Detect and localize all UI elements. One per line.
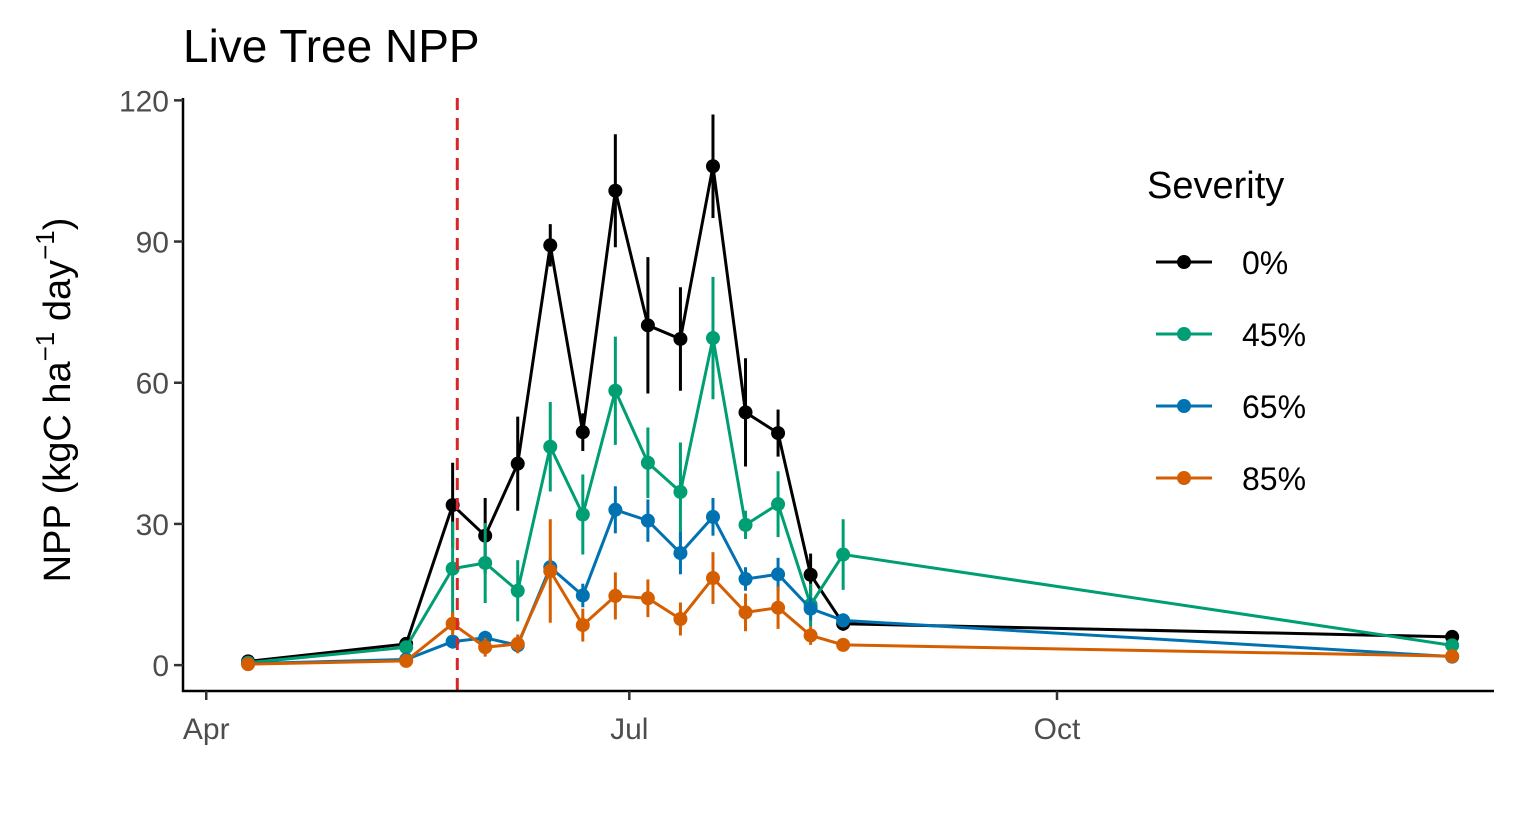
data-point <box>673 546 688 561</box>
data-point <box>771 600 786 615</box>
data-point <box>705 571 720 586</box>
data-point <box>543 563 558 578</box>
legend-label: 45% <box>1242 317 1306 353</box>
data-point <box>803 628 818 643</box>
legend-title: Severity <box>1147 165 1284 207</box>
data-point <box>510 636 525 651</box>
legend-key-point <box>1177 255 1191 269</box>
data-point <box>640 591 655 606</box>
data-point <box>478 555 493 570</box>
legend-label: 0% <box>1242 245 1288 281</box>
data-point <box>673 611 688 626</box>
data-point <box>608 383 623 398</box>
x-tick-label: Oct <box>1034 713 1081 746</box>
data-point <box>1445 649 1460 664</box>
data-point <box>738 571 753 586</box>
y-axis-title-main: NPP (kgC ha <box>37 361 79 583</box>
data-point <box>543 238 558 253</box>
data-point <box>705 159 720 174</box>
data-point <box>771 567 786 582</box>
x-tick-label: Apr <box>183 713 230 746</box>
data-point <box>510 583 525 598</box>
series-line <box>248 569 1453 666</box>
legend-key-point <box>1177 471 1191 485</box>
data-point <box>399 653 414 668</box>
data-point <box>478 640 493 655</box>
y-tick-label: 0 <box>152 650 169 683</box>
data-point <box>836 637 851 652</box>
data-point <box>705 331 720 346</box>
data-point <box>738 605 753 620</box>
data-point <box>836 547 851 562</box>
data-point <box>608 588 623 603</box>
chart-title: Live Tree NPP <box>183 20 480 72</box>
data-point <box>543 439 558 454</box>
series-3 <box>241 486 1460 671</box>
data-point <box>836 613 851 628</box>
data-point <box>575 588 590 603</box>
plot-area: 0 30 60 90 120 Apr Jul Oct <box>119 85 1494 746</box>
series-1 <box>241 114 1460 669</box>
y-axis-title-sup1: −1 <box>30 332 60 362</box>
data-point <box>738 405 753 420</box>
y-tick-label: 30 <box>136 509 169 542</box>
data-point <box>608 183 623 198</box>
series-line <box>248 508 1453 666</box>
legend-item-1: 0% <box>1156 245 1288 281</box>
legend-item-4: 85% <box>1156 461 1306 497</box>
data-point <box>640 513 655 528</box>
y-tick-label: 120 <box>119 85 169 118</box>
series-line <box>247 164 1453 663</box>
y-tick-label: 90 <box>136 227 169 260</box>
data-point <box>510 456 525 471</box>
data-point <box>399 640 414 655</box>
legend-items: 0% 45% 65% 85% <box>1156 245 1306 497</box>
data-point <box>771 426 786 441</box>
data-point <box>640 455 655 470</box>
legend-label: 85% <box>1242 461 1306 497</box>
legend: Severity 0% 45% 65% 85% <box>1147 165 1306 497</box>
data-point <box>705 509 720 524</box>
data-point <box>803 567 818 582</box>
legend-item-2: 45% <box>1156 317 1306 353</box>
x-axis-ticks: Apr Jul Oct <box>183 691 1081 746</box>
legend-key-point <box>1177 399 1191 413</box>
data-point <box>608 502 623 517</box>
data-point <box>673 484 688 499</box>
legend-item-3: 65% <box>1156 389 1306 425</box>
y-axis-ticks: 0 30 60 90 120 <box>119 85 183 683</box>
data-point <box>738 517 753 532</box>
series-4 <box>241 519 1460 672</box>
data-point <box>1445 638 1460 653</box>
data-point <box>803 601 818 616</box>
y-axis-title-end: ) <box>37 218 79 231</box>
legend-label: 65% <box>1242 389 1306 425</box>
y-axis-title-sup2: −1 <box>30 230 60 260</box>
data-point <box>575 507 590 522</box>
data-point <box>241 657 256 672</box>
y-tick-label: 60 <box>136 368 169 401</box>
data-point <box>575 618 590 633</box>
x-tick-label: Jul <box>610 713 648 746</box>
data-point <box>640 318 655 333</box>
y-axis-title: NPP (kgC ha−1 day−1) <box>30 218 79 583</box>
series-line <box>247 336 1453 665</box>
data-point <box>673 331 688 346</box>
series-layer <box>241 114 1460 672</box>
data-point <box>575 425 590 440</box>
legend-key-point <box>1177 327 1191 341</box>
data-point <box>771 497 786 512</box>
y-axis-title-mid: day <box>37 260 79 332</box>
